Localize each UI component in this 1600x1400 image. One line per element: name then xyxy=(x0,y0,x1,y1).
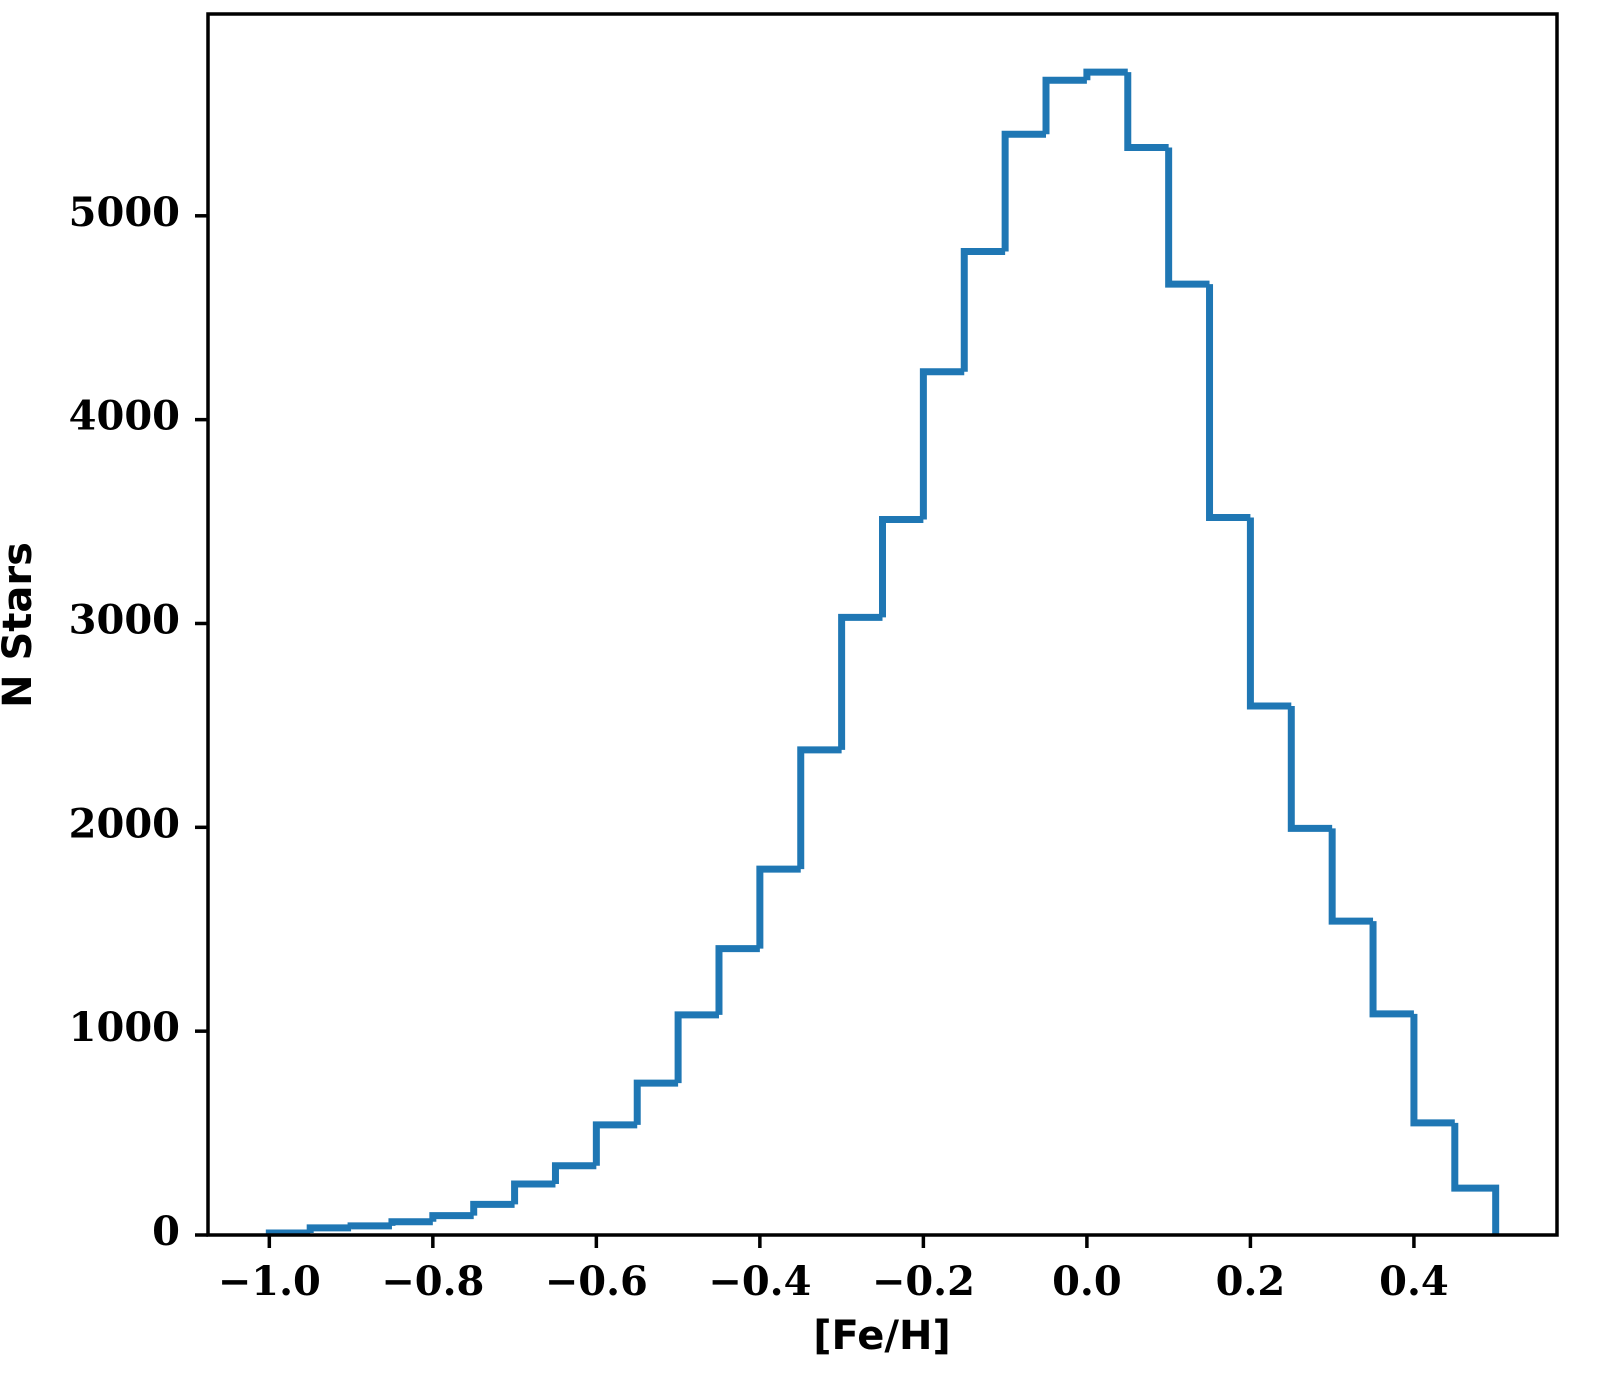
histogram-step xyxy=(1042,76,1087,135)
histogram-step xyxy=(1287,706,1333,832)
histogram-step xyxy=(1206,284,1251,521)
y-axis-label: N Stars xyxy=(0,542,41,708)
histogram-step xyxy=(838,613,883,750)
x-tick-label: −0.2 xyxy=(872,1258,975,1305)
x-axis-label: [Fe/H] xyxy=(813,1313,950,1359)
histogram-step xyxy=(511,1180,556,1205)
histogram-step xyxy=(1083,68,1128,81)
y-tick-label: 3000 xyxy=(69,596,180,643)
histogram-step xyxy=(1246,517,1292,710)
x-tick-label: −0.6 xyxy=(545,1258,648,1305)
plot-frame xyxy=(206,12,1559,1237)
histogram-step xyxy=(919,368,965,520)
histogram-step xyxy=(429,1212,474,1222)
histogram-step xyxy=(306,1224,352,1233)
y-tick-label: 5000 xyxy=(69,189,180,236)
histogram-step xyxy=(1328,828,1374,925)
histogram-step xyxy=(674,1011,719,1084)
histogram-step xyxy=(1001,130,1047,252)
histogram-step xyxy=(715,945,760,1015)
histogram-step xyxy=(1410,1013,1455,1127)
histogram-step xyxy=(879,516,924,618)
x-tick-label: −0.8 xyxy=(381,1258,484,1305)
histogram-step xyxy=(347,1222,392,1230)
histogram-step xyxy=(470,1200,515,1216)
histogram-step xyxy=(1165,147,1210,288)
histogram-step xyxy=(1369,921,1414,1018)
histogram-step xyxy=(797,746,842,870)
histogram-step xyxy=(960,247,1006,372)
histogram-step xyxy=(592,1121,638,1166)
x-tick-label: 0.4 xyxy=(1379,1258,1449,1305)
y-tick-label: 2000 xyxy=(69,800,180,847)
histogram-step xyxy=(633,1079,679,1125)
histogram-step xyxy=(551,1162,597,1185)
x-tick-label: −0.4 xyxy=(708,1258,811,1305)
histogram-step xyxy=(388,1218,433,1226)
y-tick-label: 0 xyxy=(152,1208,180,1255)
histogram-step xyxy=(756,865,801,949)
x-tick-label: −1.0 xyxy=(218,1258,321,1305)
x-tick-label: 0.2 xyxy=(1216,1258,1286,1305)
y-tick-label: 4000 xyxy=(69,393,180,440)
y-tick-label: 1000 xyxy=(69,1004,180,1051)
x-tick-label: 0.0 xyxy=(1052,1258,1122,1305)
histogram-step xyxy=(1451,1122,1500,1235)
histogram-step xyxy=(1124,72,1169,152)
